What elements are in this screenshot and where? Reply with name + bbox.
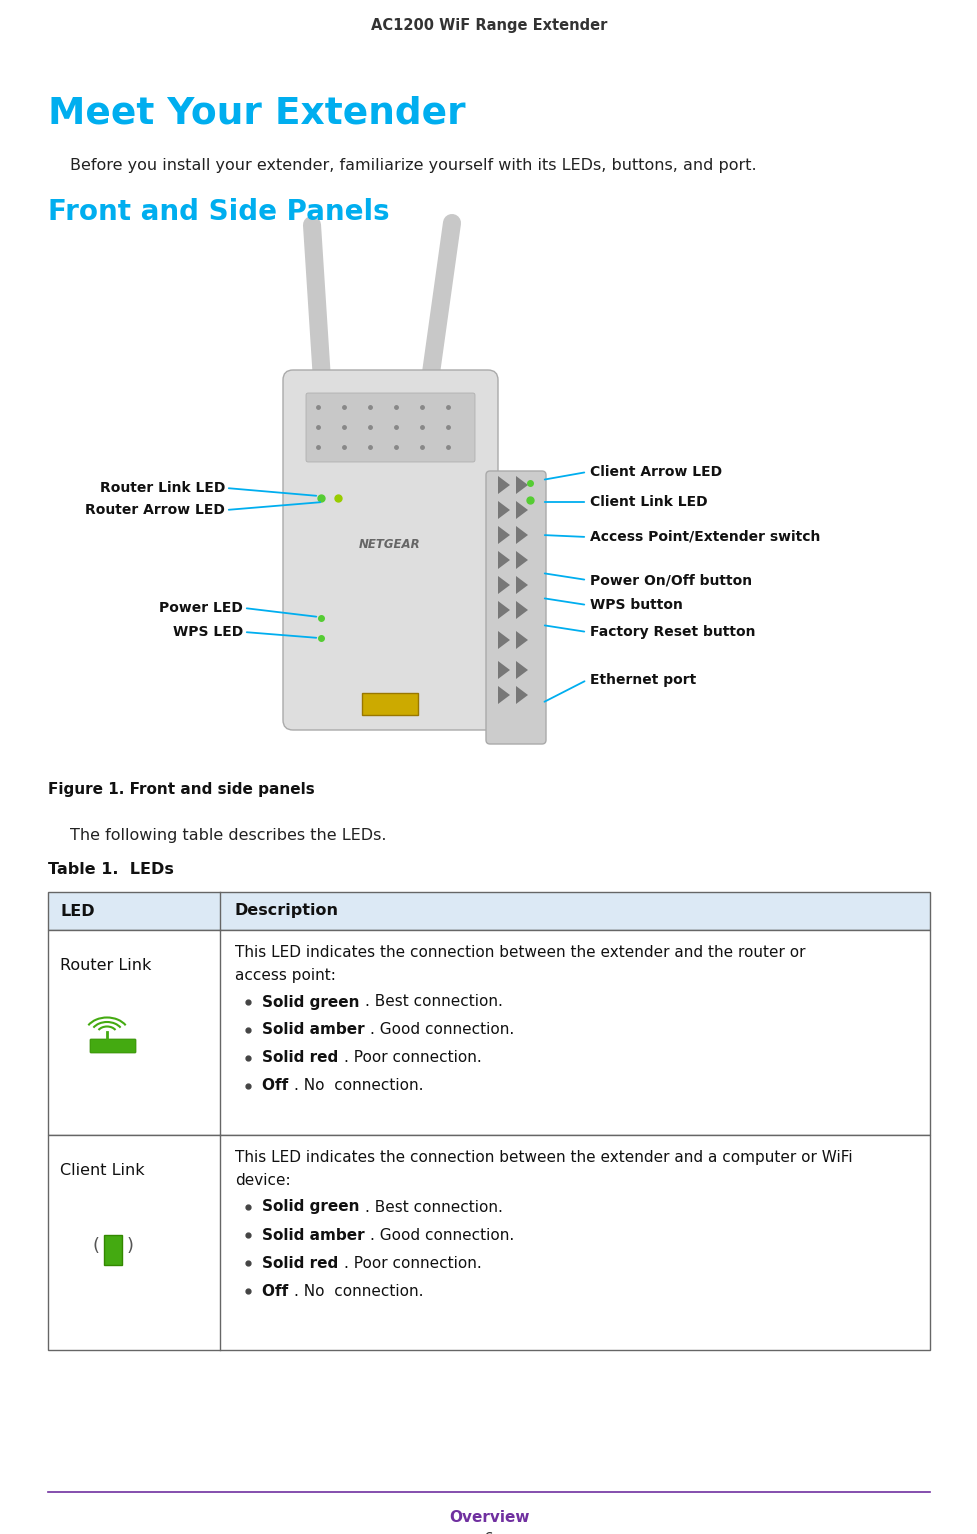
Polygon shape: [497, 476, 509, 494]
Polygon shape: [516, 551, 528, 569]
Text: . Best connection.: . Best connection.: [364, 994, 502, 1009]
Polygon shape: [516, 575, 528, 594]
Text: Power LED: Power LED: [159, 601, 242, 615]
Polygon shape: [516, 630, 528, 649]
Text: Power On/Off button: Power On/Off button: [589, 574, 751, 588]
Text: Router Link: Router Link: [60, 959, 151, 973]
Text: Client Link: Client Link: [60, 1163, 145, 1178]
Text: LED: LED: [60, 904, 95, 919]
FancyBboxPatch shape: [90, 1039, 136, 1052]
Bar: [361, 693, 417, 715]
Text: . No  connection.: . No connection.: [293, 1078, 423, 1094]
Text: This LED indicates the connection between the extender and the router or
access : This LED indicates the connection betwee…: [234, 945, 805, 983]
Polygon shape: [497, 502, 509, 518]
Text: Before you install your extender, familiarize yourself with its LEDs, buttons, a: Before you install your extender, famili…: [70, 158, 756, 173]
Bar: [48, 1135, 929, 1350]
Text: Front and Side Panels: Front and Side Panels: [48, 198, 389, 225]
Polygon shape: [516, 502, 528, 518]
Text: Off: Off: [262, 1078, 293, 1094]
Text: WPS LED: WPS LED: [173, 624, 242, 640]
Text: Client Link LED: Client Link LED: [589, 495, 707, 509]
Bar: [104, 1235, 122, 1266]
Text: . Good connection.: . Good connection.: [369, 1023, 514, 1037]
Polygon shape: [516, 526, 528, 545]
Text: Overview: Overview: [448, 1509, 529, 1525]
Text: Solid red: Solid red: [262, 1255, 343, 1270]
Polygon shape: [497, 601, 509, 620]
Text: This LED indicates the connection between the extender and a computer or WiFi
de: This LED indicates the connection betwee…: [234, 1150, 852, 1189]
Text: ): ): [126, 1236, 134, 1255]
Text: Factory Reset button: Factory Reset button: [589, 624, 754, 640]
Text: . Good connection.: . Good connection.: [369, 1227, 514, 1243]
Text: Solid red: Solid red: [262, 1051, 343, 1066]
Text: (: (: [93, 1236, 100, 1255]
Polygon shape: [516, 661, 528, 680]
Polygon shape: [497, 575, 509, 594]
Polygon shape: [497, 630, 509, 649]
Text: . Poor connection.: . Poor connection.: [343, 1051, 481, 1066]
Text: Off: Off: [262, 1284, 293, 1298]
FancyBboxPatch shape: [282, 370, 497, 730]
Text: Table 1.  LEDs: Table 1. LEDs: [48, 862, 174, 877]
Text: Router Link LED: Router Link LED: [100, 482, 225, 495]
Text: . Poor connection.: . Poor connection.: [343, 1255, 481, 1270]
Text: Meet Your Extender: Meet Your Extender: [48, 95, 465, 130]
Text: The following table describes the LEDs.: The following table describes the LEDs.: [70, 828, 386, 844]
Text: . No  connection.: . No connection.: [293, 1284, 423, 1298]
Text: WPS button: WPS button: [589, 598, 682, 612]
Text: Solid green: Solid green: [262, 994, 364, 1009]
Polygon shape: [497, 551, 509, 569]
Bar: [48, 930, 929, 1135]
Text: NETGEAR: NETGEAR: [359, 538, 420, 552]
Text: Solid amber: Solid amber: [262, 1023, 369, 1037]
Polygon shape: [516, 476, 528, 494]
Text: Description: Description: [234, 904, 339, 919]
Text: Solid amber: Solid amber: [262, 1227, 369, 1243]
Text: AC1200 WiF Range Extender: AC1200 WiF Range Extender: [370, 18, 607, 34]
Bar: [48, 891, 929, 930]
FancyBboxPatch shape: [306, 393, 475, 462]
Text: Figure 1. Front and side panels: Figure 1. Front and side panels: [48, 782, 315, 798]
Polygon shape: [497, 686, 509, 704]
Polygon shape: [516, 686, 528, 704]
Text: Client Arrow LED: Client Arrow LED: [589, 465, 721, 479]
FancyBboxPatch shape: [486, 471, 545, 744]
Text: . Best connection.: . Best connection.: [364, 1200, 502, 1215]
Polygon shape: [497, 661, 509, 680]
Text: Solid green: Solid green: [262, 1200, 364, 1215]
Text: Router Arrow LED: Router Arrow LED: [85, 503, 225, 517]
Text: 6: 6: [484, 1532, 493, 1534]
Text: Ethernet port: Ethernet port: [589, 673, 696, 687]
Polygon shape: [516, 601, 528, 620]
Polygon shape: [497, 526, 509, 545]
Text: Access Point/Extender switch: Access Point/Extender switch: [589, 531, 820, 545]
